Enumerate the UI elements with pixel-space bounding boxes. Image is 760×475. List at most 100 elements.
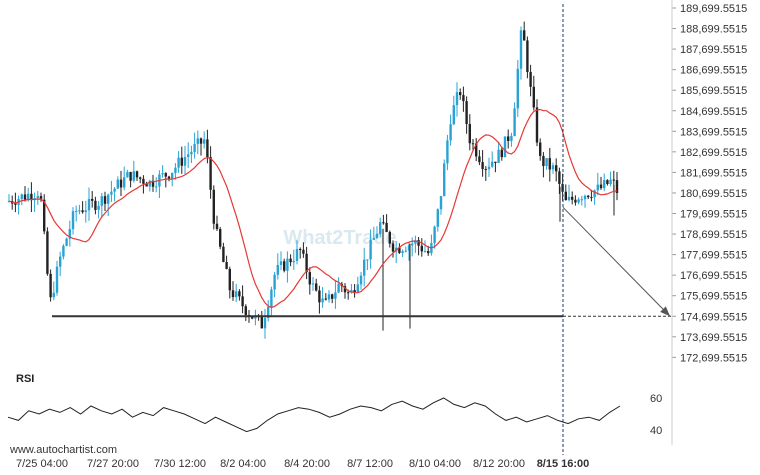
candle-body	[417, 240, 420, 246]
candle-body	[71, 211, 75, 230]
source-credit: www.autochartist.com	[9, 444, 117, 456]
x-tick-label: 8/7 12:00	[347, 458, 393, 470]
candle-body	[612, 179, 615, 181]
candle-body	[548, 158, 551, 170]
candle-body	[558, 171, 561, 184]
candle-body	[599, 184, 603, 189]
candle-body	[513, 108, 516, 136]
candle-body	[75, 211, 78, 213]
y-tick-label: 175,699.5515	[680, 291, 747, 303]
candle-body	[452, 105, 455, 125]
candle-body	[321, 298, 324, 303]
candle-body	[555, 165, 558, 172]
candle-body	[113, 188, 116, 192]
candle-body	[145, 183, 148, 187]
candle-body	[228, 268, 231, 291]
candle-body	[78, 210, 81, 212]
candle-body	[468, 123, 471, 144]
candle-body	[539, 142, 542, 156]
candle-body	[414, 240, 417, 244]
candle-body	[196, 138, 199, 144]
candle-body	[180, 157, 183, 166]
y-tick-label: 180,699.5515	[680, 188, 747, 200]
candle-body	[123, 177, 126, 188]
projection-arrow	[562, 206, 671, 317]
candle-body	[107, 194, 110, 204]
rsi-title: RSI	[16, 373, 34, 385]
candle-body	[615, 180, 619, 193]
candle-body	[359, 275, 363, 285]
candle-body	[100, 196, 103, 206]
candle-body	[270, 289, 273, 307]
candle-body	[263, 317, 267, 329]
candle-body	[331, 294, 334, 299]
candle-body	[564, 191, 567, 201]
candle-body	[567, 196, 571, 201]
x-tick-label: 8/12 20:00	[473, 458, 525, 470]
candle-body	[507, 136, 510, 141]
candle-body	[203, 139, 206, 144]
candle-body	[423, 251, 427, 253]
candle-body	[593, 190, 596, 198]
candle-body	[84, 210, 87, 213]
candle-body	[545, 158, 548, 166]
candle-body	[571, 196, 574, 200]
candle-body	[171, 172, 174, 179]
x-tick-label: 7/27 20:00	[87, 458, 139, 470]
candle-body	[363, 259, 366, 276]
candle-body	[215, 223, 219, 230]
candle-body	[292, 260, 295, 263]
candle-body	[404, 250, 407, 252]
candle-body	[398, 247, 401, 253]
candle-body	[289, 258, 292, 263]
candle-body	[151, 180, 155, 187]
candle-body	[580, 199, 583, 201]
rsi-y-axis: 60 40	[650, 393, 662, 437]
rsi-line	[7, 397, 621, 433]
y-axis: 189,699.5515 188,699.5515 187,699.5515 186,…	[671, 0, 747, 445]
candle-body	[167, 176, 171, 179]
candle-body	[199, 138, 203, 144]
candle-body	[235, 291, 238, 298]
projection-arrowhead	[660, 306, 670, 317]
candle-body	[43, 199, 46, 232]
candle-body	[561, 183, 564, 192]
candle-body	[209, 157, 212, 190]
candle-body	[36, 196, 39, 199]
candle-body	[273, 274, 276, 290]
candle-body	[526, 40, 529, 73]
candle-body	[542, 155, 545, 166]
candle-body	[590, 197, 593, 199]
candle-body	[596, 184, 599, 191]
candle-body	[385, 222, 388, 233]
candle-body	[222, 246, 225, 263]
candle-body	[475, 143, 478, 157]
y-tick-label: 187,699.5515	[680, 44, 747, 56]
candle-body	[20, 194, 23, 200]
candle-body	[465, 101, 468, 124]
candle-body	[244, 306, 247, 315]
candle-body	[241, 296, 244, 307]
candle-body	[455, 92, 459, 106]
candle-body	[443, 163, 446, 197]
y-tick-label: 172,699.5515	[680, 352, 747, 364]
candle-body	[260, 315, 263, 329]
moving-average-line	[8, 108, 618, 309]
candle-body	[14, 203, 17, 205]
candle-body	[436, 209, 439, 227]
candle-body	[471, 143, 475, 145]
candle-body	[574, 199, 577, 203]
candle-body	[609, 179, 612, 185]
candle-body	[484, 169, 487, 171]
candle-body	[350, 290, 353, 293]
candle-body	[193, 143, 196, 152]
rsi-tick-label: 60	[650, 393, 662, 405]
candle-body	[46, 231, 49, 274]
candle-body	[372, 238, 375, 240]
y-tick-label: 186,699.5515	[680, 65, 747, 77]
candle-body	[267, 306, 270, 318]
candle-body	[603, 180, 606, 189]
candle-body	[286, 258, 289, 271]
candle-body	[30, 193, 33, 201]
candle-body	[343, 286, 347, 293]
